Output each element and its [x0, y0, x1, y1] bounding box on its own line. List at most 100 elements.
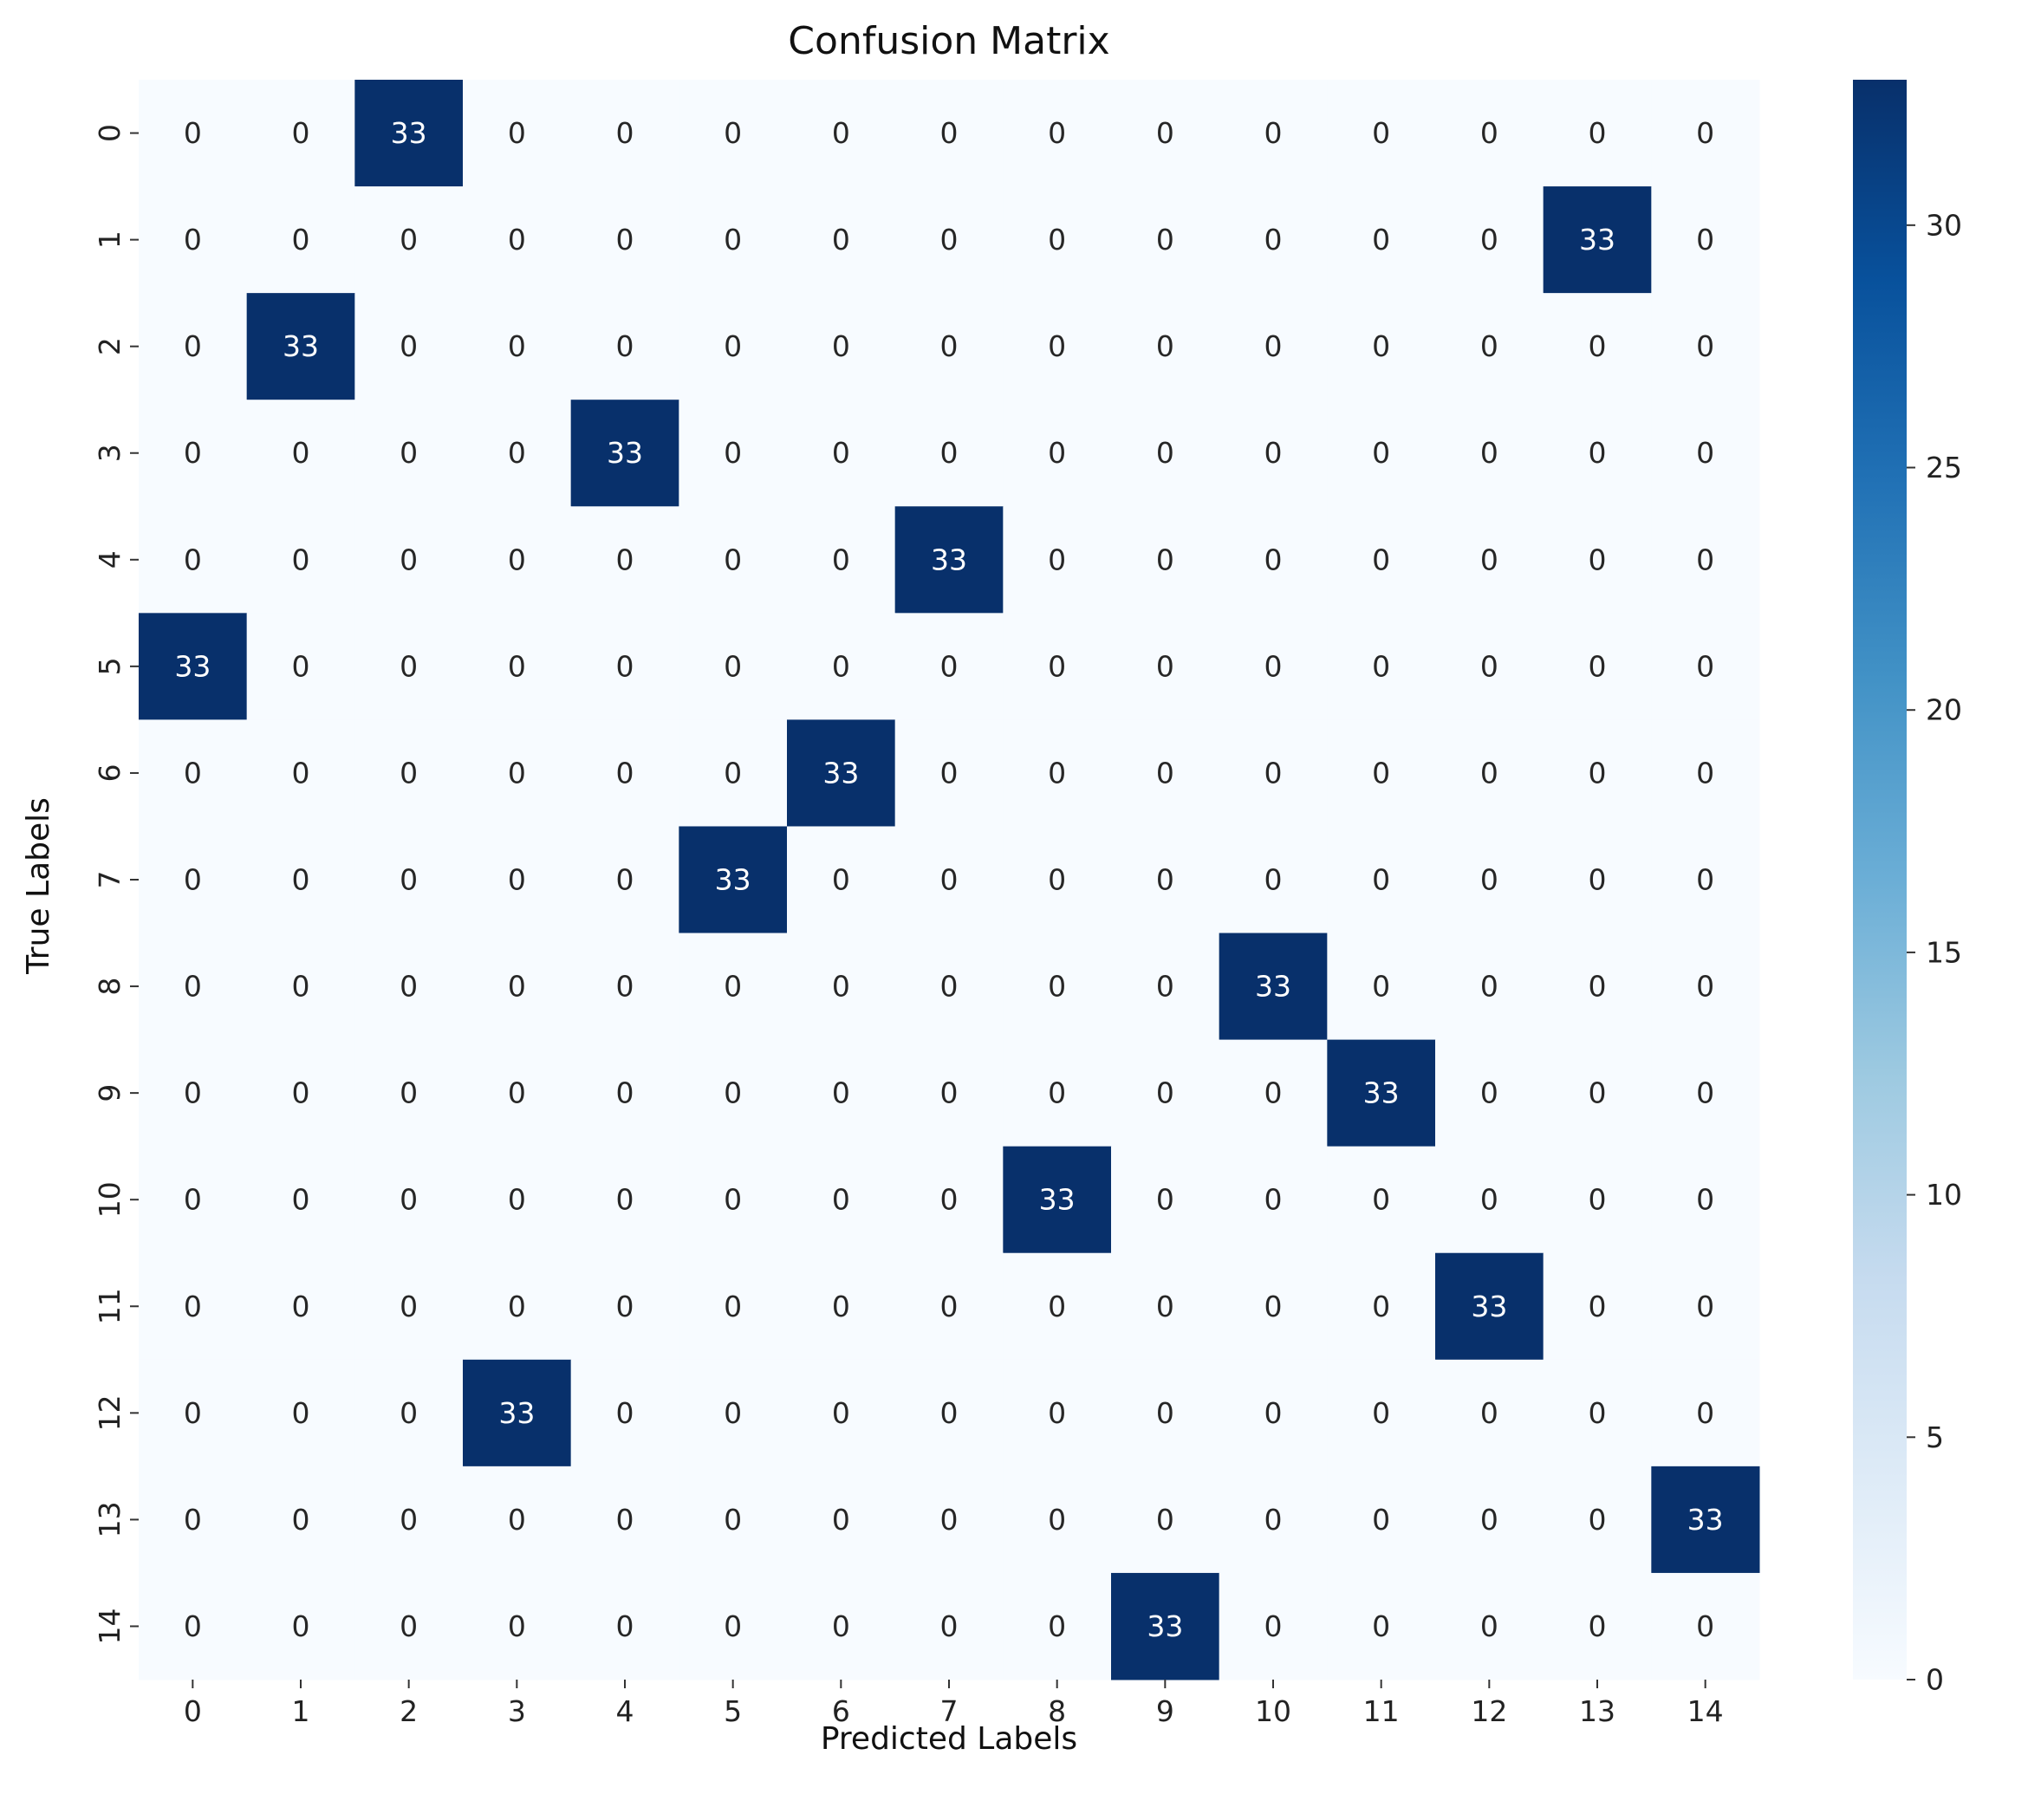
cell-value-label: 0 — [940, 970, 959, 1004]
cell-value-label: 33 — [822, 756, 859, 790]
cell-value-label: 0 — [1264, 329, 1283, 363]
colorbar-gradient — [1853, 80, 1907, 1680]
x-tick-label: 0 — [184, 1694, 202, 1728]
heatmap-cell — [1327, 1572, 1436, 1680]
heatmap-cell — [139, 613, 248, 720]
cell-value-label: 33 — [715, 863, 751, 897]
cell-value-label: 0 — [1480, 1503, 1498, 1537]
heatmap-cell — [139, 293, 248, 400]
cell-value-label: 0 — [1048, 1609, 1066, 1643]
x-tick-label: 3 — [508, 1694, 526, 1728]
cell-value-label: 0 — [1048, 970, 1066, 1004]
cell-value-label: 0 — [1264, 223, 1283, 257]
cell-value-label: 0 — [724, 1076, 742, 1110]
heatmap-cell — [1219, 506, 1328, 614]
x-tick-label: 10 — [1255, 1694, 1291, 1728]
heatmap-cell — [139, 933, 248, 1041]
heatmap-cell — [354, 1466, 464, 1574]
heatmap-cell — [1543, 400, 1652, 507]
cell-value-label: 0 — [940, 1290, 959, 1323]
cell-value-label: 33 — [1039, 1183, 1076, 1217]
heatmap-cell — [1651, 293, 1760, 400]
cell-value-label: 0 — [832, 223, 850, 257]
heatmap-cell — [787, 1572, 896, 1680]
heatmap-cell — [787, 1146, 896, 1254]
heatmap-cell — [1435, 1572, 1544, 1680]
cell-value-label: 0 — [1696, 436, 1714, 470]
cell-value-label: 0 — [1156, 1076, 1174, 1110]
cell-value-label: 0 — [292, 756, 310, 790]
cell-value-label: 0 — [184, 970, 202, 1004]
x-tick-label: 2 — [400, 1694, 418, 1728]
cell-value-label: 0 — [832, 1076, 850, 1110]
heatmap-cell — [570, 1146, 679, 1254]
heatmap-cell — [1111, 293, 1220, 400]
cell-value-label: 0 — [832, 863, 850, 897]
heatmap-cell — [894, 80, 1004, 187]
cell-value-label: 0 — [292, 116, 310, 150]
heatmap-cell — [787, 826, 896, 934]
heatmap-cell — [787, 293, 896, 400]
heatmap-cell — [787, 400, 896, 507]
cell-value-label: 0 — [1696, 1290, 1714, 1323]
heatmap-cell — [570, 1039, 679, 1147]
cell-value-label: 33 — [1471, 1290, 1507, 1323]
heatmap-cell — [1543, 1359, 1652, 1467]
heatmap-cell — [1003, 1572, 1112, 1680]
heatmap-cell — [679, 719, 788, 827]
cell-value-label: 0 — [1048, 543, 1066, 576]
cell-value-label: 0 — [292, 1183, 310, 1217]
heatmap-cell — [1651, 1572, 1760, 1680]
colorbar: 0 5 10 15 20 25 30 — [1853, 80, 1962, 1697]
heatmap-cell — [1651, 506, 1760, 614]
cell-value-label: 0 — [400, 543, 418, 576]
cell-value-label: 0 — [1696, 116, 1714, 150]
heatmap-cell — [1003, 1039, 1112, 1147]
heatmap-cell — [354, 80, 464, 187]
cell-value-label: 0 — [1372, 649, 1390, 683]
y-tick-label: 8 — [93, 978, 127, 996]
cell-value-label: 0 — [292, 863, 310, 897]
cell-value-label: 0 — [1264, 863, 1283, 897]
heatmap-cell — [1327, 933, 1436, 1041]
heatmap-cell — [1219, 1466, 1328, 1574]
colorbar-tick-label: 5 — [1926, 1420, 1944, 1454]
heatmap-cell — [570, 933, 679, 1041]
cell-value-label: 0 — [292, 1290, 310, 1323]
x-tick-label: 13 — [1579, 1694, 1615, 1728]
cell-value-label: 33 — [931, 543, 967, 576]
heatmap-cell — [246, 826, 355, 934]
cell-value-label: 0 — [724, 1609, 742, 1643]
y-tick-label: 4 — [93, 550, 127, 569]
heatmap-cell — [787, 186, 896, 294]
heatmap-cell — [1003, 826, 1112, 934]
cell-value-label: 0 — [724, 329, 742, 363]
heatmap-cell — [246, 506, 355, 614]
y-tick-label: 12 — [93, 1394, 127, 1431]
cell-value-label: 0 — [1156, 1396, 1174, 1430]
cell-value-label: 0 — [400, 1076, 418, 1110]
heatmap-cell — [463, 1572, 572, 1680]
heatmap-cell — [894, 1146, 1004, 1254]
heatmap-cell — [1327, 1359, 1436, 1467]
colorbar-tick-label: 10 — [1926, 1178, 1962, 1212]
cell-value-label: 33 — [1255, 970, 1291, 1004]
heatmap-cell — [1003, 613, 1112, 720]
heatmap-cell — [679, 826, 788, 934]
heatmap-cell — [894, 186, 1004, 294]
cell-value-label: 0 — [940, 436, 959, 470]
heatmap-cell — [894, 719, 1004, 827]
cell-value-label: 0 — [1264, 756, 1283, 790]
cell-value-label: 0 — [724, 649, 742, 683]
cell-value-label: 0 — [508, 1503, 526, 1537]
heatmap-cell — [1435, 1146, 1544, 1254]
heatmap-cell — [570, 1466, 679, 1574]
cell-value-label: 0 — [400, 436, 418, 470]
heatmap-cell — [1219, 719, 1328, 827]
cell-value-label: 33 — [498, 1396, 535, 1430]
heatmap-cell — [463, 933, 572, 1041]
heatmap-cell — [570, 613, 679, 720]
cell-value-label: 0 — [1372, 223, 1390, 257]
heatmap-cell — [1327, 719, 1436, 827]
